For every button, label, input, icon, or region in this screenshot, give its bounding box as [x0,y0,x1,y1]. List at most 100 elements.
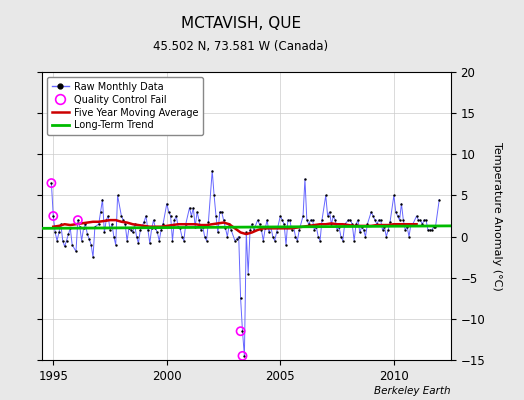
Point [146,240,154,246]
Point [108,221,116,228]
Point [339,238,347,244]
Point [201,233,209,240]
Point [289,224,298,230]
Point [159,221,167,228]
Point [127,227,135,233]
Point [231,238,239,244]
Point [170,217,179,223]
Point [333,227,341,233]
Point [181,221,190,228]
Point [304,221,313,228]
Point [283,217,292,223]
Point [286,217,294,223]
Point [91,224,99,230]
Point [128,229,137,236]
Point [223,233,232,240]
Point [142,213,150,219]
Point [341,221,349,228]
Point [96,209,105,215]
Point [155,238,163,244]
Point [236,295,245,302]
Point [255,221,264,228]
Point [123,238,131,244]
Point [57,221,65,228]
Point [244,270,253,277]
Point [405,233,413,240]
Point [240,353,248,359]
Point [293,238,302,244]
Point [66,225,74,232]
Point [125,225,133,232]
Point [117,213,126,219]
Point [378,227,387,233]
Point [242,229,250,236]
Point [106,227,114,233]
Point [47,180,56,186]
Point [199,224,207,230]
Text: 45.502 N, 73.581 W (Canada): 45.502 N, 73.581 W (Canada) [154,40,329,53]
Point [79,225,88,232]
Point [100,229,108,236]
Point [102,217,111,223]
Point [185,204,194,211]
Point [371,217,379,223]
Text: Berkeley Earth: Berkeley Earth [374,386,451,396]
Point [357,224,366,230]
Point [375,217,383,223]
Point [308,217,316,223]
Point [418,221,427,228]
Point [435,196,443,203]
Point [407,221,415,228]
Point [420,217,428,223]
Point [369,213,377,219]
Point [236,328,245,334]
Point [412,213,421,219]
Point [180,238,188,244]
Point [153,229,161,236]
Point [257,227,266,233]
Point [249,227,258,233]
Point [248,221,256,228]
Point [104,213,112,219]
Point [110,233,118,240]
Point [390,192,398,199]
Point [72,248,80,254]
Point [425,227,434,233]
Point [178,233,186,240]
Point [428,227,436,233]
Point [299,213,307,219]
Point [422,217,430,223]
Point [189,204,198,211]
Point [280,221,288,228]
Point [270,238,279,244]
Point [276,213,285,219]
Point [337,233,345,240]
Point [384,227,392,233]
Point [254,217,262,223]
Point [328,221,336,228]
Point [162,200,171,207]
Point [85,236,93,242]
Point [356,229,364,236]
Point [217,209,226,215]
Point [136,227,145,233]
Point [382,233,390,240]
Point [220,217,228,223]
Point [78,238,86,244]
Point [261,225,269,232]
Point [112,242,120,248]
Point [403,224,411,230]
Point [363,221,372,228]
Point [134,240,143,246]
Point [196,227,205,233]
Text: MCTAVISH, QUE: MCTAVISH, QUE [181,16,301,31]
Point [263,217,271,223]
Point [225,221,234,228]
Point [312,224,321,230]
Point [291,233,300,240]
Point [212,213,220,219]
Point [288,227,296,233]
Point [215,209,224,215]
Point [409,221,417,228]
Point [335,224,343,230]
